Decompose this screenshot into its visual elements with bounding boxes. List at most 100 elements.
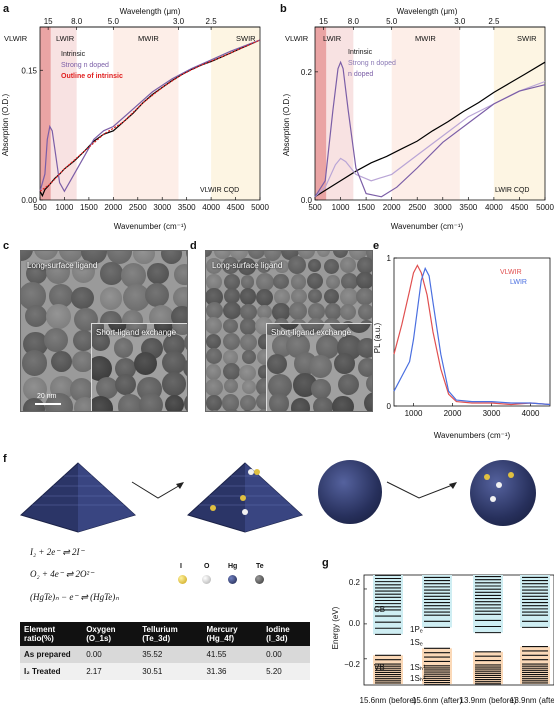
x-tick-label: 2500 xyxy=(408,203,426,212)
column-label-0: 15.6nm (before) xyxy=(360,696,417,705)
nanoparticle xyxy=(275,259,289,274)
oxygen-atom-icon xyxy=(202,575,211,584)
nanoparticle xyxy=(208,409,223,411)
ytick-g-0: 0.2 xyxy=(349,578,361,587)
nanoparticle xyxy=(255,408,274,411)
nanoparticle xyxy=(99,287,122,310)
table-cell: 5.20 xyxy=(262,663,310,680)
energy-frame xyxy=(363,574,554,686)
nanoparticle xyxy=(49,284,73,308)
nanoparticle xyxy=(256,258,272,273)
legend-Te-label: Te xyxy=(256,563,264,570)
nanoparticle xyxy=(125,324,148,337)
nanoparticle xyxy=(95,376,118,399)
nanoparticle xyxy=(92,331,111,352)
nanoparticle xyxy=(267,324,282,335)
ylabel-e: PL (a.u.) xyxy=(373,322,382,353)
nanoparticle xyxy=(256,304,272,320)
band-mwir-b: MWIR xyxy=(415,34,436,43)
panel-label-d: d xyxy=(190,240,197,252)
nanoparticle xyxy=(300,324,326,333)
nanoparticle xyxy=(307,258,322,273)
nanoparticle xyxy=(206,317,222,335)
nanoparticle xyxy=(117,394,143,411)
nanoparticle xyxy=(223,274,241,291)
panel-label-e: e xyxy=(373,240,380,252)
series-line-1 xyxy=(39,39,261,193)
nanoparticle xyxy=(185,251,187,264)
top-tick-label: 8.0 xyxy=(71,17,83,26)
nanoparticle xyxy=(356,271,372,289)
cb-region xyxy=(422,575,452,628)
nanoparticle xyxy=(268,392,290,411)
legend-lwir-e: LWIR xyxy=(510,279,527,286)
nanoparticle xyxy=(44,328,69,353)
nanoparticle xyxy=(206,288,223,307)
series-line-0 xyxy=(393,264,551,406)
scale-bar-c xyxy=(35,403,61,405)
nanoparticle xyxy=(307,288,323,303)
nanoparticle xyxy=(316,251,331,258)
x-tick-label: 4000 xyxy=(485,203,503,212)
nanoparticle xyxy=(206,251,213,258)
band-shade-1 xyxy=(50,27,77,200)
mercury-atom-icon xyxy=(228,575,237,584)
legend-strong-n-a: Strong n doped xyxy=(61,62,109,69)
nanoparticle xyxy=(224,378,239,394)
nanoparticle xyxy=(214,251,232,260)
nanoparticle xyxy=(100,262,123,285)
x-tick-label: 4000 xyxy=(522,409,540,418)
band-vlwir-a: VLWIR xyxy=(4,34,28,43)
tem-inset-c: Short-ligand exchange xyxy=(91,323,187,411)
state-label-1se: 1Sₑ xyxy=(410,638,423,647)
nanoparticle xyxy=(239,333,258,351)
energy-levels-plot xyxy=(363,574,554,686)
table-cell: 31.36 xyxy=(202,663,263,680)
table-header: Element ratio(%) xyxy=(20,622,83,646)
x-tick-label: 2500 xyxy=(129,203,147,212)
nanoparticle xyxy=(288,256,307,275)
nanoparticle xyxy=(107,251,133,264)
nanoparticle xyxy=(248,251,266,260)
table-row: As prepared 0.00 35.52 41.55 0.00 xyxy=(20,646,310,663)
vb-region xyxy=(473,651,503,684)
nanoparticle xyxy=(161,251,183,265)
nanoparticle xyxy=(272,303,290,321)
ytick-g-2: −0.2 xyxy=(344,660,360,669)
top-tick-label: 3.0 xyxy=(454,17,466,26)
nanoparticle xyxy=(241,379,256,394)
chart-e-plot: 1000 2000 3000 4000 0 1 xyxy=(387,254,551,418)
nanoparticle xyxy=(346,324,371,334)
xlabel-b: Wavenumber (cm⁻¹) xyxy=(391,222,464,231)
nanoparticle xyxy=(72,329,94,351)
legend-intrinsic-b: Intrinsic xyxy=(348,49,373,56)
legend-I-label: I xyxy=(180,563,182,570)
top-tick-label: 8.0 xyxy=(348,17,360,26)
table-cell: 35.52 xyxy=(138,646,203,663)
nanoparticle xyxy=(328,324,351,332)
cb-label: CB xyxy=(374,605,385,614)
nanoparticle xyxy=(332,251,348,259)
ylabel-a: Absorption (O.D.) xyxy=(1,94,10,157)
nanoparticle xyxy=(230,251,248,260)
nanoparticle xyxy=(71,286,94,309)
band-swir-a: SWIR xyxy=(236,34,256,43)
band-swir-b: SWIR xyxy=(517,34,537,43)
nanoparticle xyxy=(238,257,257,276)
nanoparticle xyxy=(323,258,340,274)
x-tick-label: 5000 xyxy=(536,203,554,212)
nanoparticle xyxy=(293,373,317,397)
band-shade-2 xyxy=(391,27,460,200)
nanoparticle xyxy=(114,374,136,396)
nanoparticle xyxy=(222,332,240,351)
nanoparticle xyxy=(223,363,241,381)
nanoparticle xyxy=(221,394,240,411)
y-tick-label: 0.0 xyxy=(301,196,313,205)
nanoparticle xyxy=(162,372,186,396)
legend-vlwir-e: VLWIR xyxy=(500,269,522,276)
nanoparticle xyxy=(133,251,156,265)
nanoparticle xyxy=(315,335,340,359)
nanoparticle xyxy=(290,273,307,290)
reaction-arrow-1 xyxy=(131,481,184,499)
series-line-1 xyxy=(393,266,551,406)
